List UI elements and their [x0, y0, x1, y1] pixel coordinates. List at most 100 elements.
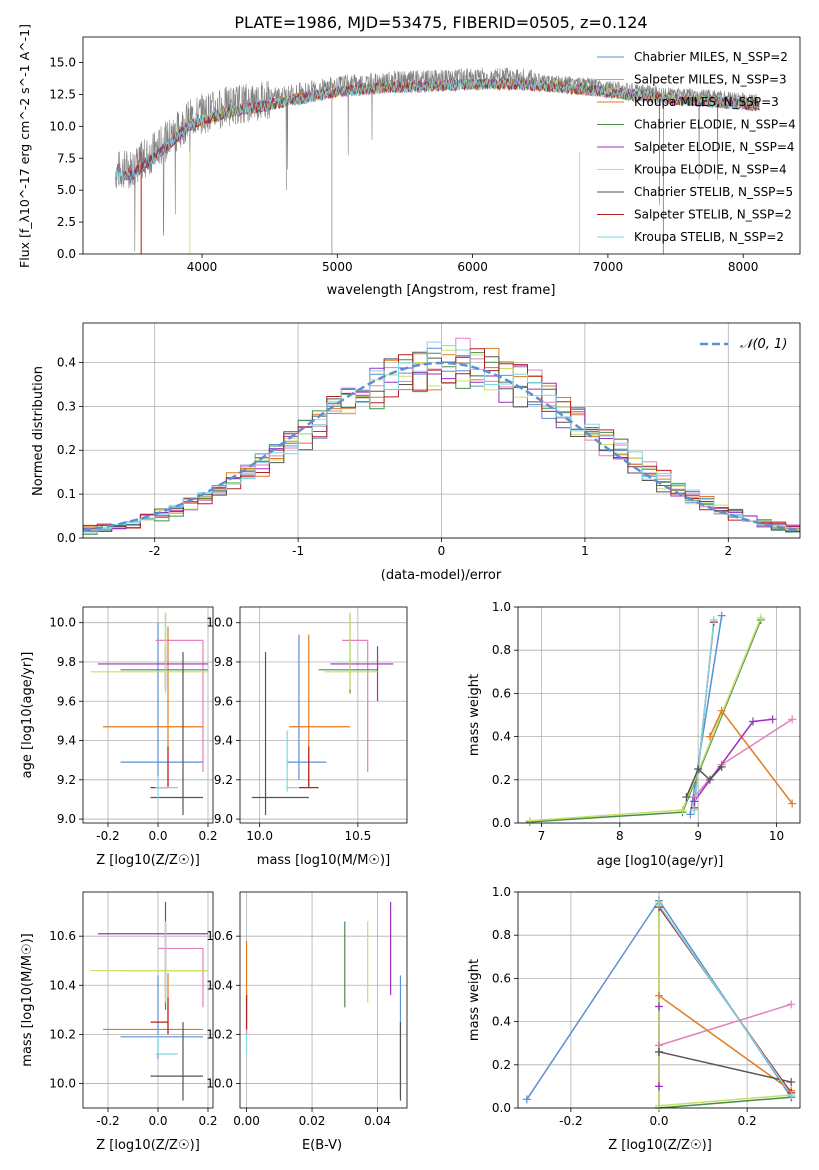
mass-weight-marker: [655, 1082, 663, 1091]
mass-vs-Z-ytick-label: 10.2: [49, 1027, 76, 1041]
mass-weight-marker: [655, 1101, 663, 1110]
mass-weight-marker: [717, 611, 726, 620]
mass-weight-vs-age-xtick-label: 7: [538, 829, 546, 843]
mass-vs-EBV-frame: [239, 891, 408, 1109]
mw-age-ylabel: mass weight: [467, 674, 482, 756]
mass-weight-series: [693, 619, 715, 811]
mass-weight-marker: [705, 775, 714, 784]
age-vs-Z-axes: -0.2 0.0 0.2 9.0 9.2 9.4 9.6 9.8 10.0: [49, 606, 218, 843]
mass-weight-marker: [655, 900, 663, 909]
mass-weight-vs-age-axes: 7 8 9 10 0.0 0.2 0.4 0.6 0.8 1.0: [492, 600, 801, 843]
mass-weight-vs-Z-ytick-label: 0.8: [492, 928, 511, 942]
mass-weight-vs-Z-ytick-label: 0.6: [492, 971, 511, 985]
mass-weight-vs-age-frame: [517, 606, 801, 824]
age-vs-mass-plot-area: [251, 612, 394, 816]
residuals-ytick-label: 0.2: [57, 443, 76, 457]
mass-vs-Z-xlabel: Z [log10(Z/Z☉)]: [96, 1138, 200, 1153]
mass-weight-marker: [655, 1047, 663, 1056]
mass-weight-series: [658, 995, 792, 1092]
mass-weight-vs-Z-xtick-label: 0.2: [738, 1114, 757, 1128]
spectrum-xlabel: wavelength [Angstrom, rest frame]: [327, 283, 556, 298]
mass-weight-marker: [768, 715, 777, 724]
age-vs-mass-xtick-label: 10.5: [345, 829, 372, 843]
age-vs-mass-ytick-label: 9.0: [214, 812, 233, 826]
mass-vs-Z-axes: -0.2 0.0 0.2 10.0 10.2 10.4 10.6: [49, 891, 218, 1128]
spectrum-legend-label: Kroupa ELODIE, N_SSP=4: [634, 163, 787, 177]
mass-weight-vs-age-xtick-label: 10: [769, 829, 784, 843]
mass-weight-marker: [655, 991, 663, 1000]
mw-Z-ylabel: mass weight: [467, 959, 482, 1041]
age-vs-Z-xtick-label: 0.2: [198, 829, 217, 843]
residual-histogram-series: [83, 349, 800, 531]
spectrum-ytick-label: 12.5: [49, 87, 76, 101]
spectrum-xtick-label: 4000: [187, 260, 218, 274]
age-vs-Z-xtick-label: 0.0: [148, 829, 167, 843]
mass-weight-marker: [690, 806, 699, 815]
mass-weight-series: [693, 718, 773, 802]
mass-weight-vs-age-ytick-label: 0.0: [492, 816, 511, 830]
age-vs-Z-frame: [82, 606, 214, 824]
age-vs-mass-xlabel: mass [log10(M/M☉)]: [257, 853, 390, 868]
mass-weight-marker: [525, 816, 534, 825]
spectrum-data-line: [115, 67, 759, 252]
mass-weight-vs-age-ytick-label: 0.2: [492, 773, 511, 787]
spectrum-xtick-label: 6000: [457, 260, 488, 274]
mass-vs-EBV-xtick-label: 0.00: [233, 1114, 260, 1128]
mass-vs-EBV-xtick-label: 0.02: [299, 1114, 326, 1128]
mass-vs-Z-plot-area: [90, 901, 208, 1101]
mass-weight-marker: [709, 615, 718, 624]
mass-weight-marker: [717, 762, 726, 771]
age-vs-Z-ytick-label: 9.0: [57, 812, 76, 826]
residuals-frame: [82, 322, 801, 539]
spectrum-legend-label: Salpeter STELIB, N_SSP=2: [634, 208, 792, 222]
mass-weight-marker: [686, 810, 695, 819]
mass-vs-Z-ylabel: mass [log10(M/M☉)]: [20, 933, 35, 1066]
residuals-ytick-label: 0.3: [57, 399, 76, 413]
mass-weight-marker: [749, 717, 757, 726]
residuals-plot-area: [83, 337, 800, 535]
age-vs-mass-ytick-label: 9.8: [214, 655, 233, 669]
spectrum-legend-label: Kroupa STELIB, N_SSP=2: [634, 230, 784, 244]
mass-weight-vs-Z-ytick-label: 0.2: [492, 1058, 511, 1072]
spectrum-ytick-label: 10.0: [49, 119, 76, 133]
age-vs-mass-xtick-label: 10.0: [246, 829, 273, 843]
mass-weight-vs-age-ytick-label: 0.6: [492, 686, 511, 700]
spectrum-title: PLATE=1986, MJD=53475, FIBERID=0505, z=0…: [234, 13, 647, 32]
spectrum-ytick-label: 2.5: [57, 215, 76, 229]
mass-vs-EBV-axes: 0.00 0.02 0.04 10.0 10.2 10.4 10.6: [206, 891, 408, 1128]
mass-weight-vs-age-xtick-label: 9: [694, 829, 702, 843]
mass-weight-vs-age-ytick-label: 1.0: [492, 600, 511, 614]
mass-vs-EBV-plot-area: [245, 901, 402, 1101]
residuals-xtick-label: 2: [724, 544, 732, 558]
mass-weight-marker: [655, 1002, 663, 1011]
spectrum-legend-label: Chabrier STELIB, N_SSP=5: [634, 185, 793, 199]
spectrum-legend-label: Salpeter ELODIE, N_SSP=4: [634, 140, 795, 154]
mass-vs-EBV-ytick-label: 10.6: [206, 929, 233, 943]
spectrum-legend-label: Kroupa MILES, N_SSP=3: [634, 95, 779, 109]
residuals-xlabel: (data-model)/error: [381, 568, 502, 583]
age-vs-mass-ytick-label: 9.4: [214, 734, 233, 748]
mass-weight-vs-age-ytick-label: 0.8: [492, 643, 511, 657]
spectrum-xtick-label: 5000: [322, 260, 353, 274]
mass-weight-series: [685, 766, 723, 798]
mass-vs-Z-xtick-label: 0.2: [198, 1114, 217, 1128]
age-vs-mass-frame: [239, 606, 408, 824]
mass-vs-Z-frame: [82, 891, 214, 1109]
spectrum-xtick-label: 7000: [593, 260, 624, 274]
mass-weight-series: [658, 1051, 792, 1083]
spectrum-ytick-label: 15.0: [49, 56, 76, 70]
age-vs-Z-ytick-label: 10.0: [49, 616, 76, 630]
mass-weight-marker: [787, 1078, 796, 1087]
spectrum-legend-label: Chabrier MILES, N_SSP=2: [634, 50, 788, 64]
age-vs-Z-ylabel: age [log10(age/yr)]: [20, 652, 35, 779]
mass-vs-EBV-xtick-label: 0.04: [364, 1114, 391, 1128]
mass-vs-Z-ytick-label: 10.4: [49, 978, 76, 992]
residuals-ytick-label: 0.1: [57, 487, 76, 501]
mass-weight-vs-age-xtick-label: 8: [616, 829, 624, 843]
residuals-xtick-label: -2: [149, 544, 161, 558]
spectrum-axes: 4000 5000 6000 7000 8000 0.0 2.5 5.0 7.5 10.0 12.5…: [49, 36, 801, 274]
mw-Z-xlabel: Z [log10(Z/Z☉)]: [608, 1138, 712, 1153]
age-vs-Z-ytick-label: 9.4: [57, 734, 76, 748]
mass-weight-vs-age-ytick-label: 0.4: [492, 730, 511, 744]
mass-weight-vs-Z-xtick-label: -0.2: [559, 1114, 582, 1128]
